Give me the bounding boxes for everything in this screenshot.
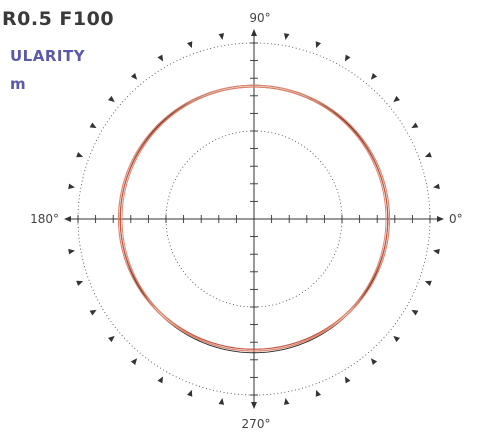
direction-arrow <box>411 122 419 129</box>
direction-arrow <box>370 73 378 80</box>
series-curve-2 <box>117 84 391 352</box>
direction-arrow <box>130 358 138 365</box>
direction-arrow <box>68 183 75 190</box>
direction-arrow <box>283 398 290 405</box>
direction-arrow <box>370 358 378 365</box>
direction-arrow <box>393 335 400 343</box>
direction-arrow <box>344 376 351 384</box>
direction-arrow <box>393 95 400 103</box>
direction-arrow <box>76 152 84 158</box>
direction-arrow <box>76 280 84 286</box>
chart-title: R0.5 F100 <box>2 8 115 30</box>
direction-arrow <box>218 398 225 405</box>
direction-arrow <box>424 152 432 158</box>
direction-arrow <box>283 33 290 40</box>
axis-arrowhead <box>437 216 444 222</box>
direction-arrow <box>89 309 97 316</box>
chart-series <box>117 84 391 354</box>
direction-arrow <box>433 248 440 255</box>
direction-arrow <box>157 376 164 384</box>
direction-arrow <box>187 389 193 397</box>
axis-arrowhead <box>251 29 257 36</box>
angle-label-0: 0° <box>449 212 463 226</box>
angle-labels: 0° 90° 180° 270° <box>30 11 463 431</box>
angle-label-90: 90° <box>249 11 270 25</box>
series-curve-4 <box>121 86 387 352</box>
direction-arrow <box>68 248 75 255</box>
angle-label-270: 270° <box>242 417 271 431</box>
direction-arrow <box>157 54 164 62</box>
direction-arrow <box>411 309 419 316</box>
direction-arrow <box>315 41 321 49</box>
direction-arrow <box>315 389 321 397</box>
chart-axes <box>64 29 444 409</box>
direction-arrow <box>218 33 225 40</box>
direction-arrow <box>187 41 193 49</box>
axis-arrowhead <box>251 402 257 409</box>
direction-arrow <box>344 54 351 62</box>
direction-arrow <box>89 122 97 129</box>
direction-arrow <box>424 280 432 286</box>
direction-arrow <box>108 335 115 343</box>
direction-arrow <box>433 183 440 190</box>
chart-subtitle: ULARITY <box>10 47 86 65</box>
angle-label-180: 180° <box>30 212 59 226</box>
chart-unit: m <box>10 75 27 93</box>
direction-arrow <box>108 95 115 103</box>
direction-arrow <box>130 73 138 80</box>
axis-arrowhead <box>64 216 71 222</box>
